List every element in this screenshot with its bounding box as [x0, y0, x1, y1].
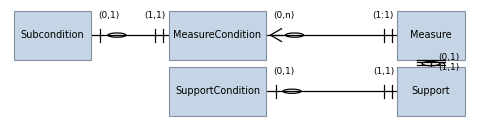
- Text: (0,n): (0,n): [273, 11, 294, 20]
- Text: Subcondition: Subcondition: [20, 30, 84, 40]
- Text: (0,1): (0,1): [273, 67, 294, 76]
- Text: Support: Support: [412, 86, 451, 96]
- Text: (0,1): (0,1): [98, 11, 119, 20]
- Text: (1,1): (1,1): [373, 67, 394, 76]
- Text: MeasureCondition: MeasureCondition: [174, 30, 262, 40]
- Text: (1:1): (1:1): [372, 11, 394, 20]
- Text: Measure: Measure: [410, 30, 452, 40]
- FancyBboxPatch shape: [397, 11, 465, 60]
- FancyBboxPatch shape: [397, 67, 465, 116]
- FancyBboxPatch shape: [169, 67, 266, 116]
- Text: (1,1): (1,1): [438, 63, 460, 72]
- Text: SupportCondition: SupportCondition: [175, 86, 260, 96]
- Text: (1,1): (1,1): [144, 11, 166, 20]
- FancyBboxPatch shape: [169, 11, 266, 60]
- FancyBboxPatch shape: [14, 11, 91, 60]
- Text: (0,1): (0,1): [438, 53, 460, 62]
